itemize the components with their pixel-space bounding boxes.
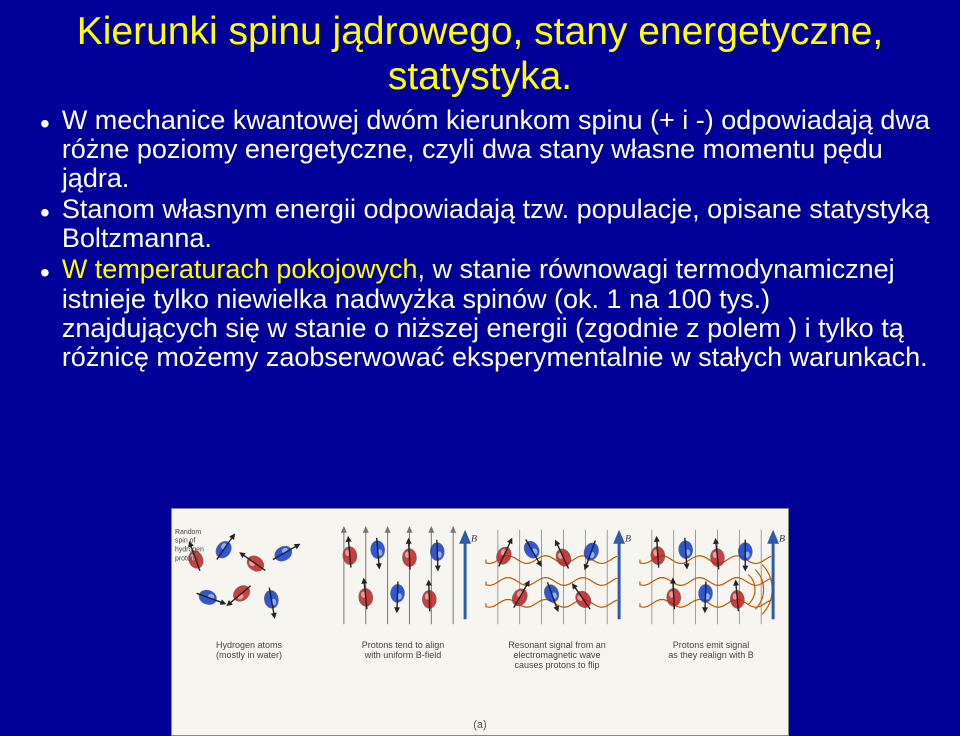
bullet-item: • W temperaturach pokojowych, w stanie r… [40,255,932,372]
bullet-dot-icon: • [40,199,50,227]
bullet-text: W temperaturach pokojowych, w stanie rów… [62,255,932,372]
bullet-dot-icon: • [40,110,50,138]
svg-text:protons: protons [175,556,199,563]
svg-text:B: B [625,534,631,545]
figure-sublabel: (a) [473,719,486,731]
figure-caption: Protons tend to alignwith uniform B-fiel… [326,641,480,661]
svg-text:spin of: spin of [175,538,196,545]
figure-panel-resonant: B Resonant signal from anelectromagnetic… [480,517,634,697]
bullet-dot-icon: • [40,259,50,287]
bullet-text: W mechanice kwantowej dwóm kierunkom spi… [62,106,932,193]
svg-text:B: B [471,534,477,545]
svg-text:B: B [779,534,785,545]
figure-caption: Resonant signal from anelectromagnetic w… [480,641,634,671]
figure-panel-emit: B Protons emit signalas they realign wit… [634,517,788,697]
bullet-item: • W mechanice kwantowej dwóm kierunkom s… [40,106,932,193]
figure-panel-aligned: B Protons tend to alignwith uniform B-fi… [326,517,480,697]
svg-text:Random: Random [175,529,201,536]
bullet-list: • W mechanice kwantowej dwóm kierunkom s… [0,106,960,372]
slide-title: Kierunki spinu jądrowego, stany energety… [0,0,960,106]
figure-caption: Hydrogen atoms(mostly in water) [172,641,326,661]
bullet-text: Stanom własnym energii odpowiadają tzw. … [62,195,932,253]
svg-text:hydrogen: hydrogen [175,547,204,554]
physics-figure: Random spin of hydrogen protons Hydrogen ato… [171,508,789,736]
figure-panel-random-spin: Random spin of hydrogen protons Hydrogen ato… [172,517,326,697]
figure-caption: Protons emit signalas they realign with … [634,641,788,661]
bullet-item: • Stanom własnym energii odpowiadają tzw… [40,195,932,253]
